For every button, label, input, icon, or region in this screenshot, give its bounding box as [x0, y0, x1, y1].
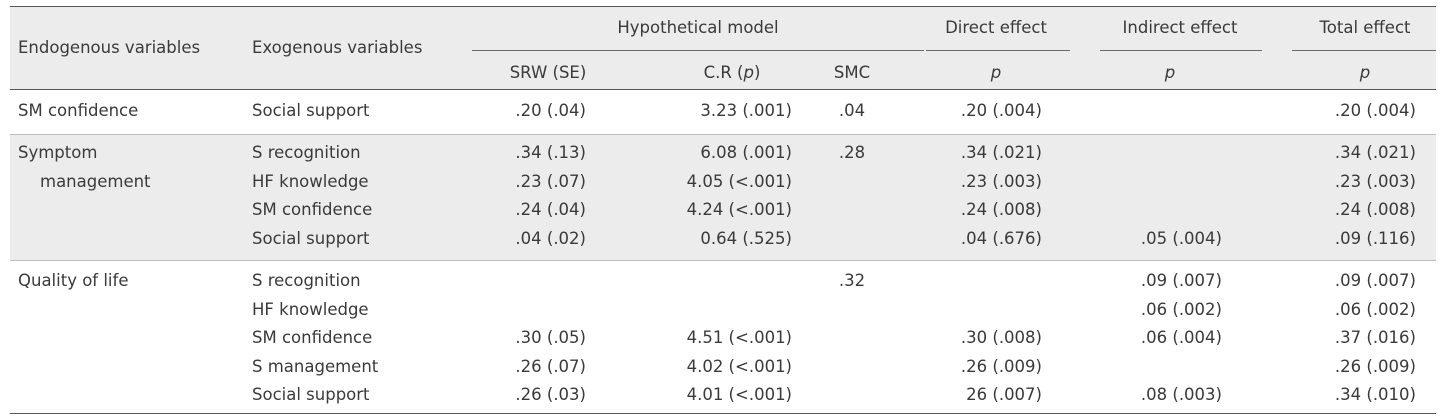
cell-srw: .30 (.05): [515, 328, 586, 347]
header-background: [10, 6, 1436, 89]
cell-srw: .04 (.02): [515, 228, 586, 248]
cell-direct: .24 (.008): [960, 200, 1042, 219]
cell-smc: .32: [838, 271, 866, 290]
underline-hypothetical-model: [472, 50, 924, 51]
header-direct-effect: Direct effect: [945, 18, 1047, 37]
cell-exo: Social support: [252, 101, 370, 120]
cell-indirect: .05 (.004): [1140, 228, 1222, 248]
cell-indirect: .08 (.003): [1140, 385, 1222, 404]
top-rule: [10, 6, 1436, 7]
cell-total: .06 (.002): [1334, 299, 1416, 319]
cell-total: .26 (.009): [1334, 356, 1416, 376]
header-p-direct: p: [990, 63, 1002, 82]
cell-exo: Social support: [252, 228, 370, 248]
underline-indirect-effect: [1100, 50, 1262, 51]
cell-direct: .23 (.003): [960, 171, 1042, 191]
cell-total: .37 (.016): [1334, 328, 1416, 347]
cell-total: .09 (.116): [1334, 228, 1416, 248]
endogenous-variable-label: SM confidence: [18, 101, 139, 120]
bottom-rule: [10, 413, 1436, 414]
cell-total: .34 (.021): [1334, 143, 1416, 162]
header-bottom-rule: [10, 89, 1436, 90]
header-total-effect: Total effect: [1319, 18, 1411, 37]
cell-exo: HF knowledge: [252, 171, 369, 191]
cell-smc: .28: [838, 143, 866, 162]
cell-srw: .20 (.04): [515, 101, 586, 120]
cell-total: .24 (.008): [1334, 200, 1416, 219]
endogenous-variable-label: management: [40, 171, 151, 191]
header-endogenous-variables: Endogenous variables: [18, 38, 201, 57]
cell-direct: .34 (.021): [960, 143, 1042, 162]
cell-direct: .26 (.009): [960, 356, 1042, 376]
cell-cr: 4.05 (<.001): [686, 171, 792, 191]
header-smc: SMC: [833, 63, 871, 82]
results-table: Endogenous variables Exogenous variables…: [10, 6, 1436, 414]
cell-cr: 6.08 (.001): [700, 143, 792, 162]
cell-srw: .23 (.07): [515, 171, 586, 191]
cell-srw: .26 (.07): [515, 356, 586, 376]
header-p-indirect: p: [1164, 63, 1176, 82]
cell-direct: .04 (.676): [960, 228, 1042, 248]
cell-exo: S recognition: [252, 143, 361, 162]
group-divider-2: [10, 260, 1436, 261]
cell-cr: 4.51 (<.001): [686, 328, 792, 347]
group-band-symptom-management: [10, 134, 1436, 260]
underline-direct-effect: [926, 50, 1070, 51]
cell-direct: 26 (.007): [966, 385, 1042, 404]
cell-srw: .34 (.13): [515, 143, 586, 162]
cell-direct: .30 (.008): [960, 328, 1042, 347]
cell-exo: S management: [252, 356, 379, 376]
cell-smc: .04: [838, 101, 866, 120]
header-srw-se: SRW (SE): [509, 63, 587, 82]
cell-total: .09 (.007): [1334, 271, 1416, 290]
header-hypothetical-model: Hypothetical model: [617, 18, 779, 37]
cell-exo: HF knowledge: [252, 299, 369, 319]
cell-cr: 3.23 (.001): [700, 101, 792, 120]
cell-srw: .24 (.04): [515, 200, 586, 219]
header-exogenous-variables: Exogenous variables: [252, 38, 423, 57]
header-p-total: p: [1359, 63, 1371, 82]
cell-indirect: .09 (.007): [1140, 271, 1222, 290]
cell-cr: 4.01 (<.001): [686, 385, 792, 404]
cell-cr: 0.64 (.525): [700, 228, 792, 248]
cell-total: .23 (.003): [1334, 171, 1416, 191]
cell-exo: SM confidence: [252, 200, 373, 219]
cell-indirect: .06 (.002): [1140, 299, 1222, 319]
header-indirect-effect: Indirect effect: [1122, 18, 1238, 37]
cell-exo: S recognition: [252, 271, 361, 290]
cell-srw: .26 (.03): [515, 385, 586, 404]
cell-indirect: .06 (.004): [1140, 328, 1222, 347]
cell-direct: .20 (.004): [960, 101, 1042, 120]
cell-total: .20 (.004): [1334, 101, 1416, 120]
header-cr-p: C.R (p): [703, 63, 761, 82]
endogenous-variable-label: Symptom: [18, 143, 98, 162]
cell-cr: 4.24 (<.001): [686, 200, 792, 219]
underline-total-effect: [1292, 50, 1436, 51]
cell-cr: 4.02 (<.001): [686, 356, 792, 376]
cell-exo: SM confidence: [252, 328, 373, 347]
endogenous-variable-label: Quality of life: [18, 271, 129, 290]
group-divider-1: [10, 134, 1436, 135]
cell-total: .34 (.010): [1334, 385, 1416, 404]
cell-exo: Social support: [252, 385, 370, 404]
